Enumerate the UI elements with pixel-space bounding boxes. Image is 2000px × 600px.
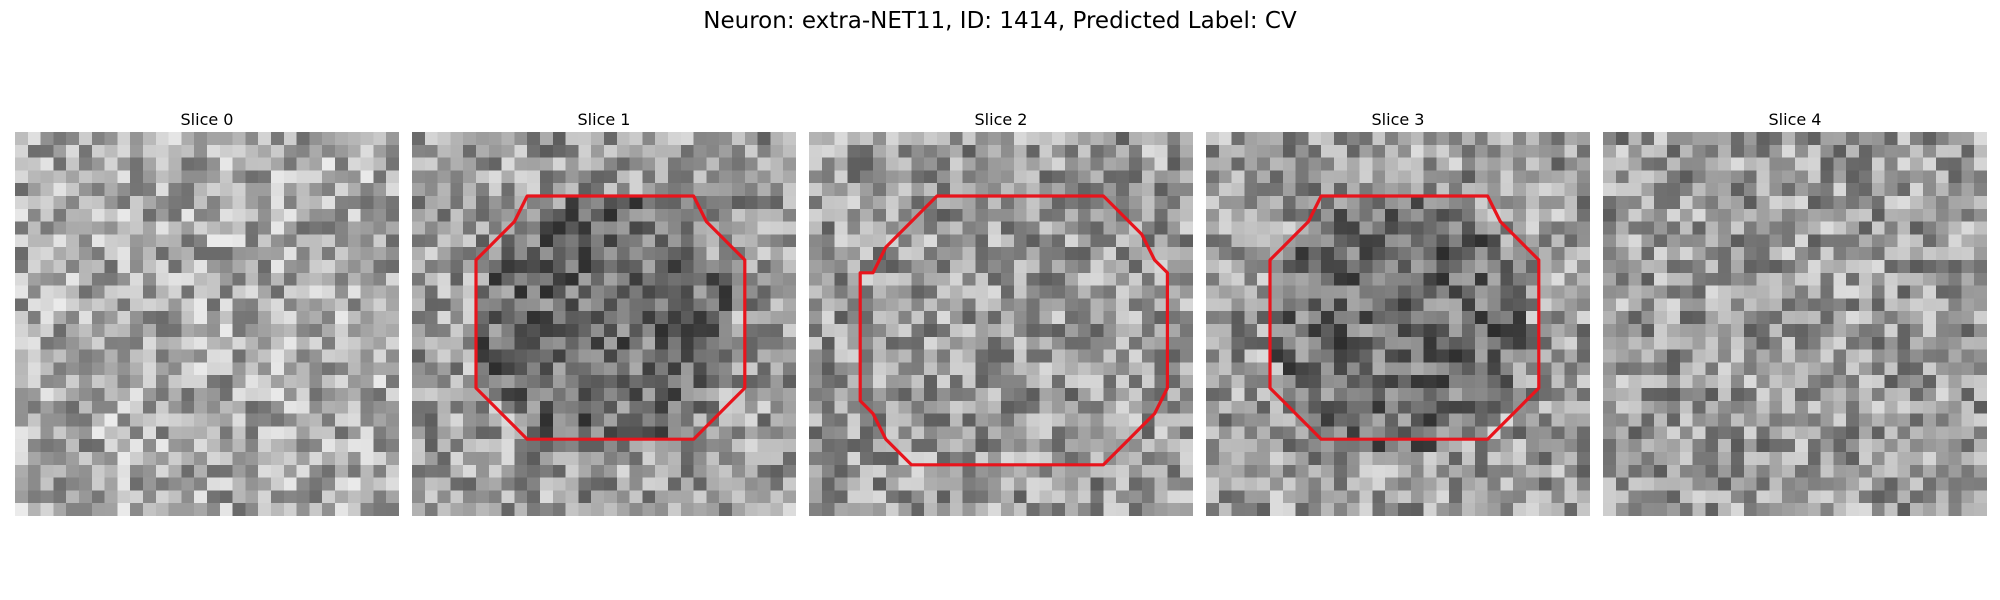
slice-title: Slice 0 <box>180 110 234 129</box>
slice-panel-0: Slice 0 <box>15 108 399 516</box>
slice-image <box>15 132 399 516</box>
slice-panel-2: Slice 2 <box>809 108 1193 516</box>
slice-panel-1: Slice 1 <box>412 108 796 516</box>
slice-title: Slice 2 <box>974 110 1028 129</box>
roi-contour <box>474 194 747 441</box>
slice-title: Slice 4 <box>1768 110 1822 129</box>
slice-image <box>1206 132 1590 516</box>
slice-title: Slice 1 <box>577 110 631 129</box>
slice-title: Slice 3 <box>1371 110 1425 129</box>
slice-image <box>809 132 1193 516</box>
slice-panel-3: Slice 3 <box>1206 108 1590 516</box>
figure-title: Neuron: extra-NET11, ID: 1414, Predicted… <box>703 8 1297 34</box>
slice-panel-4: Slice 4 <box>1603 108 1987 516</box>
slice-image <box>1603 132 1987 516</box>
slice-image <box>412 132 796 516</box>
roi-contour <box>858 194 1169 467</box>
roi-contour <box>1268 194 1541 441</box>
